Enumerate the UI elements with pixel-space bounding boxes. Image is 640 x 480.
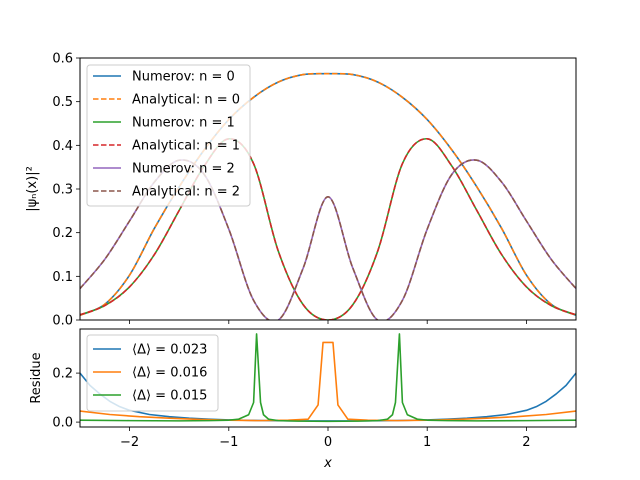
- top-plot-panel: 0.0 0.1 0.2 0.3 0.4 0.5 0.6 |ψₙ(x)|² Numerov: …: [25, 52, 577, 329]
- y-tick-label: 0.0: [52, 314, 73, 329]
- residue-line-3: [80, 333, 576, 423]
- y-tick-label: 0.6: [52, 52, 73, 67]
- series-line-4: [80, 137, 576, 320]
- x-tick-label: −2: [120, 435, 139, 450]
- bottom-y-ticks: 0.0 0.2: [52, 367, 80, 431]
- legend-label: ⟨Δ⟩ = 0.023: [132, 343, 207, 358]
- legend-label: Numerov: n = 2: [132, 162, 235, 177]
- top-legend-box: [86, 64, 251, 207]
- top-y-ticks: 0.0 0.1 0.2 0.3 0.4 0.5 0.6: [52, 52, 80, 329]
- top-legend: Numerov: n = 0 Analytical: n = 0 Numerov: …: [86, 64, 251, 207]
- y-tick-label: 0.2: [52, 226, 73, 241]
- y-tick-label: 0.4: [52, 139, 73, 154]
- y-tick-label: 0.3: [52, 183, 73, 198]
- bottom-y-axis-label: Residue: [29, 352, 44, 403]
- residue-line-2: [80, 341, 576, 422]
- y-tick-label: 0.5: [52, 95, 73, 110]
- x-tick-label: −1: [219, 435, 238, 450]
- bottom-legend: ⟨Δ⟩ = 0.023 ⟨Δ⟩ = 0.016 ⟨Δ⟩ = 0.015: [86, 334, 219, 412]
- series-line-2: [80, 72, 576, 316]
- legend-label: Analytical: n = 2: [132, 185, 240, 200]
- y-tick-label: 0.2: [52, 367, 73, 382]
- legend-label: Analytical: n = 0: [132, 93, 240, 108]
- top-y-axis-label: |ψₙ(x)|²: [25, 166, 40, 212]
- bottom-legend-box: [86, 334, 219, 412]
- legend-label: Numerov: n = 1: [132, 116, 235, 131]
- legend-label: ⟨Δ⟩ = 0.015: [132, 389, 207, 404]
- y-tick-label: 0.1: [52, 270, 73, 285]
- bottom-plot-panel: 0.00.2 −2 −1 0 1 2 Residue x ⟨Δ⟩ = 0.023⟨Δ⟩ …: [29, 328, 577, 471]
- x-tick-label: 2: [522, 435, 530, 450]
- bottom-x-ticks: −2 −1 0 1 2: [120, 427, 531, 450]
- x-axis-label: x: [323, 456, 332, 471]
- legend-label: Numerov: n = 0: [132, 70, 235, 85]
- y-tick-label: 0.0: [52, 416, 73, 431]
- legend-label: Analytical: n = 1: [132, 139, 240, 154]
- x-tick-label: 0: [324, 435, 332, 450]
- top-x-ticks: [129, 320, 527, 324]
- x-tick-label: 1: [423, 435, 431, 450]
- legend-label: ⟨Δ⟩ = 0.016: [132, 366, 207, 381]
